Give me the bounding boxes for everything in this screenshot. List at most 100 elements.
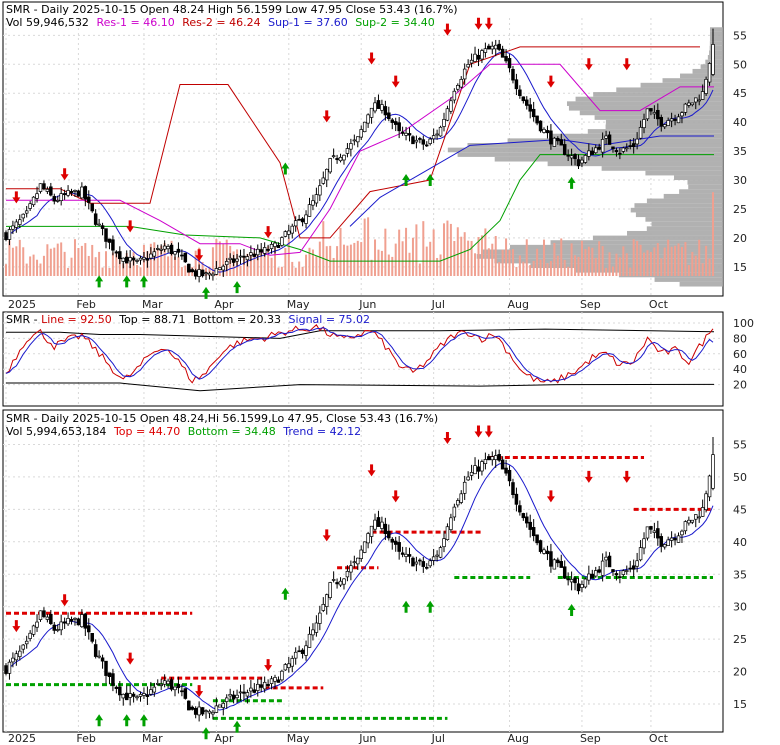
volume-bar: [694, 255, 697, 276]
trend-candle-body: [380, 521, 384, 529]
volume-bar: [298, 261, 301, 276]
volume-profile-bar: [646, 226, 723, 231]
price-candle-body: [304, 214, 308, 224]
volume-bar: [287, 238, 290, 276]
sell-arrow-icon: [264, 659, 273, 672]
trend-candle-body: [607, 555, 612, 568]
price-candle-body: [711, 44, 715, 75]
volume-bar: [494, 235, 497, 276]
price-candle-body: [666, 120, 670, 126]
trend-candle-body: [362, 541, 367, 553]
price-candle-body: [283, 231, 288, 237]
trend-candle-body: [400, 552, 405, 555]
trend-candle-body: [21, 644, 25, 650]
trend-candle-body: [638, 547, 643, 561]
trend-y-tick: 25: [733, 633, 747, 646]
trend-candle-body: [462, 481, 467, 494]
trend-panel-title: SMR - Daily 2025-10-15 Open 48.24,Hi 56.…: [6, 412, 438, 425]
volume-bar: [63, 251, 66, 276]
price-candle-body: [504, 56, 508, 62]
volume-profile-bar: [645, 217, 723, 222]
trend-candle-body: [35, 621, 39, 628]
trend-candle-body: [338, 580, 343, 586]
volume-bar: [136, 264, 139, 276]
trend-candle-body: [528, 521, 532, 530]
price-candle-body: [121, 257, 126, 262]
buy-arrow-icon: [139, 275, 148, 288]
sell-arrow-icon: [474, 425, 483, 438]
stoch-signal-label: Signal = 75.02: [289, 313, 371, 326]
trend-candle-body: [293, 651, 298, 659]
volume-bar: [408, 252, 411, 276]
price-panel: SMR - Daily 2025-10-15 Open 48.24 High 5…: [2, 1, 747, 311]
price-candle-body: [152, 251, 157, 257]
volume-bar: [222, 243, 225, 276]
price-candle-body: [680, 112, 684, 117]
trend-y-tick: 55: [733, 438, 747, 451]
sell-arrow-icon: [391, 75, 400, 88]
sup2-label: Sup-2 = 34.40: [355, 16, 435, 29]
price-candle-body: [431, 135, 436, 140]
buy-arrow-icon: [122, 714, 131, 727]
volume-bar: [49, 248, 52, 276]
volume-bar: [353, 242, 356, 276]
trend-candle-body: [193, 707, 198, 715]
volume-bar: [173, 256, 176, 276]
price-candle-body: [600, 138, 605, 153]
trend-candle-body: [300, 649, 305, 654]
trend-candle-body: [111, 673, 115, 686]
volume-bar: [318, 241, 321, 276]
volume-bar: [501, 249, 504, 276]
trend-candle-body: [697, 516, 701, 519]
volume-bar: [291, 261, 294, 276]
sell-arrow-icon: [443, 431, 452, 444]
volume-bar: [277, 267, 280, 276]
price-y-tick: 35: [733, 145, 747, 158]
trend-candle-body: [435, 554, 439, 557]
trend-candle-body: [42, 610, 46, 617]
volume-bar: [70, 257, 73, 276]
price-candle-body: [497, 43, 501, 50]
volume-bar: [356, 240, 359, 276]
volume-bar: [660, 258, 663, 276]
trend-candle-body: [356, 557, 360, 565]
sell-arrow-icon: [484, 425, 493, 438]
volume-profile-bar: [605, 119, 723, 125]
trend-candle-body: [366, 533, 370, 544]
trend-candle-body: [576, 583, 581, 592]
volume-bar: [687, 265, 690, 276]
trend-candle-body: [504, 467, 508, 474]
trend-candle-body: [97, 655, 101, 658]
sell-arrow-icon: [126, 652, 135, 665]
price-candle-body: [76, 190, 81, 197]
trend-candle-body: [352, 561, 357, 564]
price-candle-body: [14, 221, 19, 228]
trend-candle-body: [469, 472, 474, 476]
price-candle-body: [204, 272, 208, 275]
trend-candle-body: [369, 525, 374, 537]
price-candle-body: [421, 139, 426, 145]
price-candle-body: [345, 148, 350, 154]
trend-candle-body: [180, 690, 184, 693]
trend-y-tick: 15: [733, 698, 747, 711]
volume-bar: [215, 238, 218, 276]
volume-bar: [225, 239, 228, 276]
volume-bar: [632, 239, 635, 276]
price-candle-body: [276, 244, 281, 248]
volume-bar: [98, 251, 101, 276]
volume-bar: [163, 242, 166, 276]
volume-bar: [436, 257, 439, 276]
volume-bar: [511, 249, 514, 276]
price-candle-body: [290, 225, 294, 234]
trend-candle-body: [559, 561, 564, 568]
sell-arrow-icon: [126, 220, 135, 233]
volume-bar: [598, 241, 601, 276]
trend-candle-body: [200, 707, 205, 715]
trend-candle-body: [62, 621, 67, 624]
volume-profile-bar: [679, 281, 723, 287]
trend-candle-body: [511, 482, 515, 496]
trend-candle-body: [190, 706, 194, 710]
trend-candle-body: [149, 689, 153, 695]
price-candle-body: [66, 190, 70, 196]
volume-bar: [567, 266, 570, 276]
